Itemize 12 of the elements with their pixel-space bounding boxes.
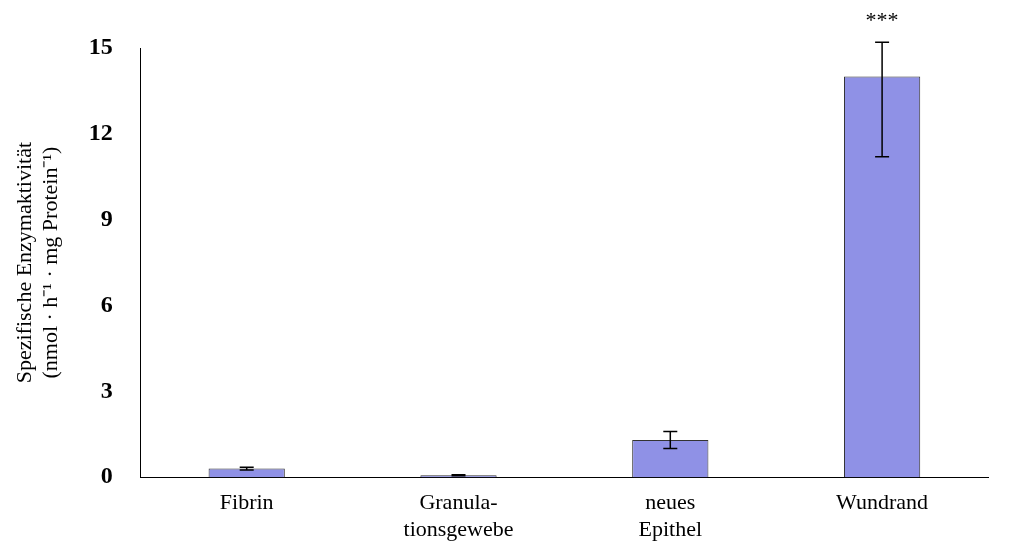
x-tick-label: Wundrand (836, 489, 929, 515)
x-tick-label: Fibrin (219, 489, 274, 515)
x-tick-label: neues Epithel (638, 489, 703, 541)
x-tick-label: Granula- tionsgewebe (403, 489, 514, 541)
y-tick-label: 6 (100, 290, 113, 317)
y-tick-label: 0 (100, 462, 113, 489)
y-tick-label: 9 (100, 204, 113, 231)
y-tick-label: 12 (88, 119, 113, 146)
y-tick-label: 15 (88, 33, 113, 60)
y-axis-title: Spezifische Enzymaktivität (nmol · h⁻¹ · mg Protein⁻¹) (10, 141, 63, 384)
annotation: *** (865, 7, 899, 33)
y-tick-label: 3 (100, 376, 113, 403)
